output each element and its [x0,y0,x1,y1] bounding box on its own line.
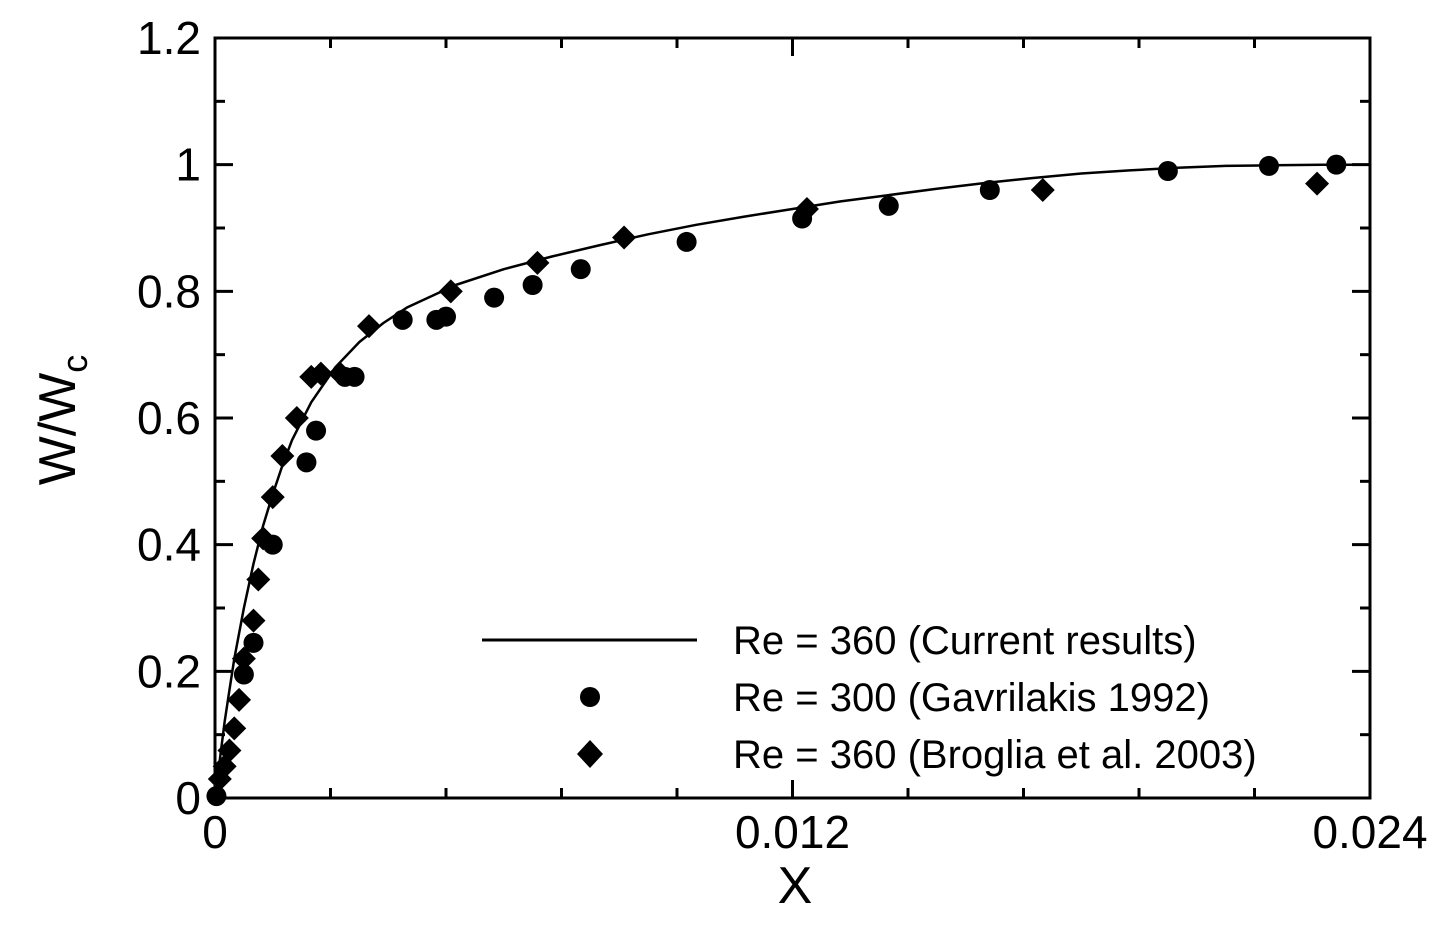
data-point-broglia [217,738,242,763]
data-point-gavrilakis [392,309,413,330]
y-axis-title: W/Wc [29,355,95,486]
data-point-gavrilakis [484,287,505,308]
data-point-broglia [308,361,333,386]
series-line-current-results [213,163,1370,799]
data-point-broglia [222,716,247,741]
x-tick-labels: 0 0.012 0.024 [202,806,1427,858]
x-tick-label: 0.024 [1312,806,1427,858]
data-point-gavrilakis [243,632,264,653]
legend-label-current: Re = 360 (Current results) [733,619,1197,663]
y-tick-label: 1 [175,139,201,191]
data-point-gavrilakis [436,306,456,327]
legend-circle-marker [580,687,600,707]
data-point-broglia [231,646,256,671]
plot-area [206,154,1370,807]
y-axis-title-subscript: c [54,355,95,373]
data-point-gavrilakis [979,180,1000,200]
data-point-gavrilakis [1258,155,1279,176]
data-point-gavrilakis [676,231,697,252]
data-point-broglia [438,279,463,304]
axis-ticks [213,36,1372,800]
legend-label-gavrilakis: Re = 300 (Gavrilakis 1992) [733,676,1210,720]
data-point-broglia [328,361,353,386]
data-point-broglia [1305,171,1330,196]
y-tick-label: 0.2 [137,645,201,697]
y-tick-label: 0 [175,772,201,824]
data-point-gavrilakis [1157,161,1178,181]
data-point-broglia [357,314,381,339]
legend: Re = 360 (Current results) Re = 300 (Gav… [482,619,1257,777]
data-point-gavrilakis [306,420,327,441]
data-point-broglia [284,406,309,430]
y-tick-label: 0.6 [137,392,201,444]
y-axis-title-main: W/W [29,373,87,486]
y-tick-label: 0.4 [137,519,201,571]
data-point-broglia [794,197,819,221]
data-point-broglia [612,225,637,250]
legend-label-broglia: Re = 360 (Broglia et al. 2003) [733,733,1257,777]
data-point-broglia [241,608,266,633]
data-point-gavrilakis [570,259,591,280]
x-axis-title: X [778,857,813,915]
data-point-broglia [251,526,276,551]
y-tick-label: 0.8 [137,265,201,317]
data-point-gavrilakis [233,664,254,685]
data-point-gavrilakis [1326,154,1347,175]
data-point-gavrilakis [296,452,317,473]
x-tick-label: 0 [202,806,228,858]
legend-diamond-marker [577,740,603,768]
x-tick-label: 0.012 [735,806,850,858]
data-point-broglia [260,485,285,510]
data-point-gavrilakis [878,195,899,216]
data-point-broglia [246,567,271,592]
data-point-broglia [525,250,550,275]
y-tick-labels: 0 0.2 0.4 0.6 0.8 1 1.2 [137,12,201,824]
y-tick-label: 1.2 [137,12,201,64]
data-point-gavrilakis [206,786,227,807]
data-point-broglia [270,444,295,468]
data-point-gavrilakis [522,275,543,295]
data-point-broglia [1030,178,1055,202]
data-point-broglia [227,687,252,712]
